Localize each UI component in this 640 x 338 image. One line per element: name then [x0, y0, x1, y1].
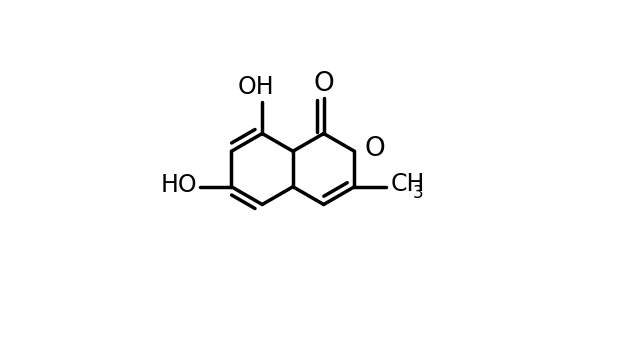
Text: O: O	[365, 136, 385, 162]
Text: O: O	[314, 71, 334, 97]
Text: 3: 3	[412, 184, 423, 202]
Text: HO: HO	[161, 173, 198, 197]
Text: CH: CH	[390, 172, 425, 196]
Text: OH: OH	[238, 75, 275, 99]
